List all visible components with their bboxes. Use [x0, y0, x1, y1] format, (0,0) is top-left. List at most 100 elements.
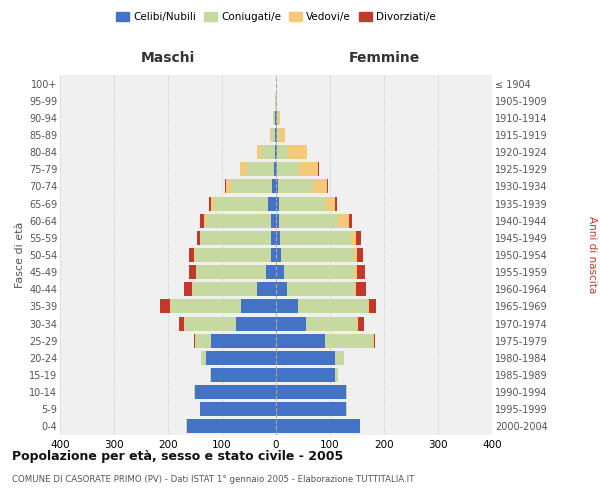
Bar — [354, 248, 357, 262]
Bar — [358, 316, 364, 330]
Bar — [357, 265, 365, 279]
Bar — [325, 334, 373, 347]
Bar — [241, 300, 276, 314]
Bar — [277, 162, 299, 176]
Bar — [276, 282, 287, 296]
Bar — [356, 231, 361, 245]
Bar — [277, 128, 279, 142]
Bar — [357, 248, 364, 262]
Bar — [335, 351, 343, 365]
Bar — [276, 402, 346, 416]
Bar — [278, 180, 313, 194]
Bar — [211, 196, 214, 210]
Bar — [224, 180, 226, 194]
Bar — [200, 402, 276, 416]
Bar — [276, 385, 346, 399]
Bar — [276, 180, 278, 194]
Bar — [354, 265, 357, 279]
Bar — [276, 196, 278, 210]
Bar — [276, 231, 280, 245]
Bar — [210, 368, 211, 382]
Bar — [204, 214, 206, 228]
Y-axis label: Fasce di età: Fasce di età — [14, 222, 25, 288]
Bar — [184, 282, 192, 296]
Bar — [356, 282, 365, 296]
Bar — [313, 180, 327, 194]
Bar — [278, 111, 280, 125]
Bar — [346, 385, 347, 399]
Bar — [370, 300, 376, 314]
Bar — [197, 231, 200, 245]
Bar — [276, 368, 335, 382]
Bar — [281, 248, 354, 262]
Bar — [335, 196, 337, 210]
Bar — [287, 282, 354, 296]
Bar — [276, 420, 360, 434]
Bar — [284, 265, 354, 279]
Text: Anni di nascita: Anni di nascita — [587, 216, 597, 294]
Bar — [187, 420, 276, 434]
Text: Femmine: Femmine — [349, 51, 419, 65]
Bar — [317, 162, 319, 176]
Text: Maschi: Maschi — [141, 51, 195, 65]
Bar — [278, 214, 338, 228]
Bar — [277, 145, 288, 159]
Bar — [235, 316, 276, 330]
Bar — [276, 300, 298, 314]
Bar — [206, 351, 276, 365]
Bar — [278, 128, 285, 142]
Bar — [276, 145, 277, 159]
Bar — [211, 334, 276, 347]
Bar — [171, 300, 241, 314]
Bar — [247, 162, 274, 176]
Bar — [298, 300, 368, 314]
Bar — [325, 196, 335, 210]
Bar — [368, 300, 370, 314]
Bar — [274, 162, 276, 176]
Bar — [271, 231, 276, 245]
Bar — [275, 145, 276, 159]
Text: COMUNE DI CASORATE PRIMO (PV) - Dati ISTAT 1° gennaio 2005 - Elaborazione TUTTIT: COMUNE DI CASORATE PRIMO (PV) - Dati IST… — [12, 475, 415, 484]
Bar — [209, 196, 211, 210]
Bar — [194, 334, 195, 347]
Bar — [202, 351, 206, 365]
Bar — [306, 316, 357, 330]
Bar — [374, 334, 375, 347]
Bar — [195, 334, 211, 347]
Bar — [189, 248, 194, 262]
Bar — [354, 282, 356, 296]
Bar — [262, 145, 275, 159]
Bar — [184, 316, 235, 330]
Bar — [268, 196, 276, 210]
Bar — [299, 162, 317, 176]
Bar — [271, 128, 275, 142]
Bar — [257, 145, 262, 159]
Bar — [276, 162, 277, 176]
Bar — [338, 214, 349, 228]
Bar — [276, 265, 284, 279]
Bar — [276, 316, 306, 330]
Bar — [276, 214, 278, 228]
Bar — [271, 214, 276, 228]
Bar — [280, 231, 350, 245]
Bar — [195, 385, 276, 399]
Bar — [349, 214, 352, 228]
Bar — [196, 265, 266, 279]
Bar — [193, 282, 257, 296]
Bar — [278, 196, 325, 210]
Bar — [231, 180, 272, 194]
Bar — [195, 248, 271, 262]
Bar — [189, 265, 196, 279]
Bar — [226, 180, 231, 194]
Bar — [206, 214, 271, 228]
Legend: Celibi/Nubili, Coniugati/e, Vedovi/e, Divorziati/e: Celibi/Nubili, Coniugati/e, Vedovi/e, Di… — [112, 8, 440, 26]
Bar — [160, 300, 170, 314]
Bar — [288, 145, 307, 159]
Bar — [335, 368, 338, 382]
Bar — [277, 111, 278, 125]
Text: Popolazione per età, sesso e stato civile - 2005: Popolazione per età, sesso e stato civil… — [12, 450, 343, 463]
Bar — [276, 248, 281, 262]
Bar — [270, 128, 271, 142]
Bar — [257, 282, 276, 296]
Bar — [179, 316, 184, 330]
